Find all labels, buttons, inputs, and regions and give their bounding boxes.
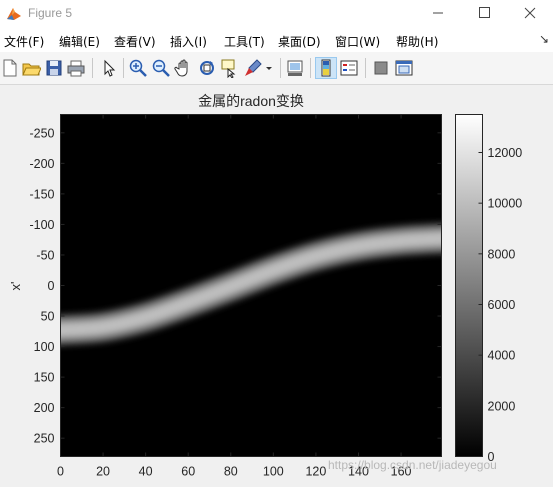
menu-view[interactable]: 查看(V) bbox=[114, 33, 156, 50]
show-plot-tools-icon[interactable] bbox=[394, 58, 414, 78]
zoom-out-icon[interactable] bbox=[151, 58, 171, 78]
close-icon bbox=[507, 0, 553, 28]
window-title: Figure 5 bbox=[28, 6, 72, 20]
y-axis-label: x' bbox=[8, 282, 23, 291]
y-tick-label: -100 bbox=[29, 218, 54, 232]
colorbar-tick-label: 4000 bbox=[488, 349, 516, 363]
watermark: https://blog.csdn.net/jiadeyegou bbox=[328, 458, 497, 472]
y-tick-label: -200 bbox=[29, 157, 54, 171]
menu-window[interactable]: 窗口(W) bbox=[335, 33, 380, 50]
y-tick-label: -50 bbox=[36, 248, 54, 262]
maximize-icon bbox=[461, 0, 507, 28]
maximize-button[interactable] bbox=[461, 0, 507, 28]
y-tick-label: -150 bbox=[29, 187, 54, 201]
x-tick-label: 60 bbox=[181, 465, 195, 479]
x-tick-label: 120 bbox=[305, 465, 326, 479]
menu-dock-arrow-icon[interactable]: ↘ bbox=[539, 32, 549, 46]
y-tick-label: 50 bbox=[41, 310, 55, 324]
colorbar-tick-label: 6000 bbox=[488, 298, 516, 312]
brush-icon[interactable] bbox=[243, 58, 263, 78]
colorbar-tick-label: 8000 bbox=[488, 247, 516, 261]
figure-toolbar bbox=[0, 52, 553, 85]
minimize-icon bbox=[415, 0, 461, 28]
y-tick-label: 200 bbox=[34, 401, 55, 415]
chart-title: 金属的radon变换 bbox=[198, 93, 304, 109]
menu-desktop[interactable]: 桌面(D) bbox=[278, 33, 321, 50]
menu-tools[interactable]: 工具(T) bbox=[224, 33, 265, 50]
y-tick-label: 100 bbox=[34, 340, 55, 354]
x-tick-label: 100 bbox=[263, 465, 284, 479]
new-figure-icon[interactable] bbox=[0, 58, 20, 78]
close-button[interactable] bbox=[507, 0, 553, 28]
toolbar-separator bbox=[123, 58, 124, 78]
link-plot-icon[interactable] bbox=[285, 58, 305, 78]
print-icon[interactable] bbox=[66, 58, 86, 78]
x-tick-label: 0 bbox=[57, 465, 64, 479]
matlab-logo-icon bbox=[6, 6, 22, 22]
radon-plot: 金属的radon变换 0 20 40 60 80 100 120 140 160 -250-20… bbox=[0, 85, 553, 483]
colorbar-tick-label: 12000 bbox=[488, 146, 523, 160]
colorbar-tick-label: 2000 bbox=[488, 399, 516, 413]
toolbar-separator bbox=[92, 58, 93, 78]
colorbar-tick-label: 10000 bbox=[488, 197, 523, 211]
x-tick-label: 40 bbox=[139, 465, 153, 479]
menu-edit[interactable]: 编辑(E) bbox=[59, 33, 100, 50]
menu-file[interactable]: 文件(F) bbox=[4, 33, 44, 50]
x-tick-label: 20 bbox=[96, 465, 110, 479]
save-icon[interactable] bbox=[44, 58, 64, 78]
insert-legend-icon[interactable] bbox=[339, 58, 359, 78]
menu-bar: 文件(F) 编辑(E) 查看(V) 插入(I) 工具(T) 桌面(D) 窗口(W… bbox=[0, 28, 553, 52]
hide-plot-tools-icon[interactable] bbox=[371, 58, 391, 78]
toolbar-separator bbox=[310, 58, 311, 78]
y-tick-label: 150 bbox=[34, 371, 55, 385]
x-tick-label: 80 bbox=[224, 465, 238, 479]
menu-help[interactable]: 帮助(H) bbox=[396, 33, 438, 50]
brush-dropdown-icon[interactable] bbox=[264, 58, 274, 78]
menu-insert[interactable]: 插入(I) bbox=[170, 33, 207, 50]
rotate-3d-icon[interactable] bbox=[197, 58, 217, 78]
colorbar bbox=[456, 115, 483, 457]
window-titlebar: Figure 5 bbox=[0, 0, 553, 28]
minimize-button[interactable] bbox=[415, 0, 461, 28]
y-tick-label: 250 bbox=[34, 432, 55, 446]
open-file-icon[interactable] bbox=[21, 58, 41, 78]
toolbar-separator bbox=[280, 58, 281, 78]
figure-canvas: 金属的radon变换 0 20 40 60 80 100 120 140 160 -250 -20… bbox=[0, 85, 553, 483]
zoom-in-icon[interactable] bbox=[128, 58, 148, 78]
insert-colorbar-icon[interactable] bbox=[316, 58, 336, 78]
y-tick-label: -250 bbox=[29, 126, 54, 140]
data-cursor-icon[interactable] bbox=[220, 58, 240, 78]
y-tick-label: 0 bbox=[48, 279, 55, 293]
edit-plot-arrow-icon[interactable] bbox=[99, 58, 119, 78]
toolbar-separator bbox=[365, 58, 366, 78]
pan-hand-icon[interactable] bbox=[174, 58, 194, 78]
